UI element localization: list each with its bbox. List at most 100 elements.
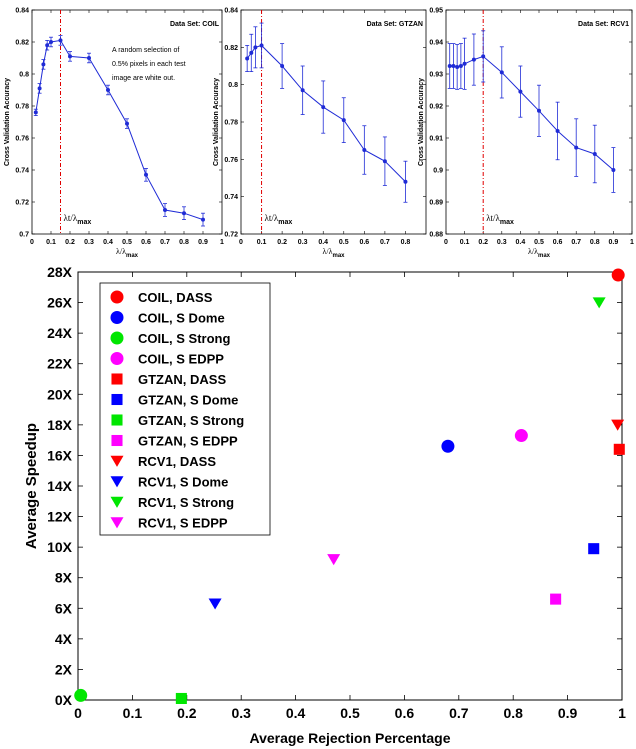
data-point — [49, 40, 53, 44]
x-tick-label: 0.9 — [198, 239, 208, 246]
data-point — [163, 208, 167, 212]
y-axis-label: Cross Validation Accuracy — [4, 78, 11, 166]
scatter-point — [611, 419, 625, 431]
y-tick-label: 0.91 — [429, 136, 443, 143]
data-point — [68, 54, 72, 59]
x-tick-label: 0.4 — [286, 705, 306, 721]
x-tick-label: 0.1 — [257, 239, 267, 246]
data-point — [144, 172, 148, 177]
x-axis-label-sub: max — [126, 253, 139, 259]
x-tick-label: 0.1 — [46, 239, 56, 246]
legend-box — [99, 282, 271, 536]
x-tick-label: 0.7 — [160, 239, 170, 246]
data-point — [592, 152, 597, 156]
y-tick-label: 0.7 — [19, 232, 29, 239]
data-point — [245, 56, 250, 61]
data-point — [455, 64, 460, 69]
legend-label: GTZAN, S Dome — [138, 393, 238, 408]
scatter-point — [613, 443, 625, 455]
scatter-point — [550, 593, 562, 605]
legend-label: GTZAN, DASS — [138, 372, 226, 387]
x-tick-label: 0.7 — [380, 239, 390, 246]
dataset-annotation: Data Set: GTZAN — [367, 21, 423, 28]
x-tick-label: 0 — [444, 239, 448, 246]
legend-marker — [110, 311, 124, 324]
y-tick-label: 0.8 — [228, 82, 238, 89]
y-tick-label: 0.84 — [15, 8, 29, 15]
legend-label: COIL, S Dome — [138, 311, 225, 326]
x-tick-label: 0 — [239, 239, 243, 246]
x-tick-label: 0.5 — [339, 239, 349, 246]
note-line: A random selection of — [112, 47, 179, 54]
x-tick-label: 1 — [630, 239, 634, 246]
x-axis-label: Average Rejection Percentage — [249, 730, 450, 746]
reference-line-label: λt/λmax — [486, 213, 514, 226]
reference-label-main: λt/λ — [265, 213, 279, 223]
data-point — [45, 43, 50, 48]
reference-line-label: λt/λmax — [265, 213, 293, 226]
scatter-point — [175, 692, 187, 704]
data-point — [182, 211, 186, 216]
x-tick-label: 1 — [220, 239, 224, 246]
scatter-point — [74, 688, 88, 702]
y-tick-label: 0.95 — [429, 8, 443, 15]
data-point — [555, 128, 560, 133]
y-tick-label: 0.82 — [15, 40, 29, 47]
data-point — [382, 159, 387, 164]
y-tick-label: 0.93 — [429, 72, 443, 79]
data-point — [518, 89, 523, 94]
y-tick-label: 0.76 — [224, 157, 238, 164]
scatter-point — [327, 554, 341, 566]
x-tick-label: 0.2 — [177, 705, 197, 721]
legend-marker — [110, 290, 124, 304]
data-point — [106, 88, 110, 92]
x-axis-label-main: λ/λ — [528, 247, 538, 256]
y-tick-label: 0.82 — [224, 45, 238, 52]
data-point — [321, 105, 326, 110]
y-axis-label: Cross Validation Accuracy — [418, 78, 425, 166]
x-tick-label: 0.3 — [497, 239, 507, 246]
y-tick-label: 18X — [47, 417, 73, 433]
reference-label-main: λt/λ — [64, 213, 78, 223]
x-tick-label: 0.9 — [609, 239, 619, 246]
x-tick-label: 0.5 — [122, 239, 132, 246]
y-tick-label: 0.72 — [224, 232, 238, 239]
data-point — [41, 62, 46, 67]
y-tick-label: 0.9 — [433, 168, 443, 175]
x-tick-label: 0.6 — [359, 239, 369, 246]
x-tick-label: 0.2 — [478, 239, 488, 246]
y-tick-label: 0.76 — [15, 136, 29, 143]
y-tick-label: 0.89 — [429, 200, 443, 207]
x-tick-label: 0.8 — [503, 705, 523, 721]
x-axis-label-sub: max — [332, 253, 345, 259]
data-point — [125, 121, 129, 126]
data-point — [611, 168, 616, 172]
legend-label: GTZAN, S Strong — [138, 413, 244, 428]
small-chart-2: 0.880.890.90.910.920.930.940.950 0.1 0.2 0.… — [418, 8, 634, 260]
legend-label: RCV1, S EDPP — [138, 516, 228, 531]
data-point — [33, 110, 38, 115]
x-tick-label: 0.2 — [65, 239, 75, 246]
y-tick-label: 0.78 — [15, 104, 29, 111]
scatter-chart: 0X 2X 4X 6X 8X 10X 12X 14X 16X 18X 20X 22X 24X 26X 28X… — [23, 264, 626, 746]
x-tick-label: 1 — [618, 705, 626, 721]
scatter-point — [208, 598, 222, 610]
legend-marker — [110, 352, 124, 365]
x-tick-label: 0 — [74, 705, 82, 721]
x-tick-label: 0.7 — [571, 239, 581, 246]
legend-label: GTZAN, S EDPP — [138, 434, 238, 449]
small-chart-1: 0.72 0.74 0.76 0.78 0.8 0.82 0.84 0 0.1 0.2 0.3 0.4… — [213, 8, 427, 259]
data-point — [259, 43, 264, 48]
y-tick-label: 22X — [47, 356, 73, 372]
data-point — [341, 118, 346, 123]
legend-marker — [110, 331, 124, 345]
x-tick-label: 0.8 — [590, 239, 600, 246]
small-chart-0: 0.7 0.72 0.74 0.76 0.78 0.8 0.82 0.84 0 0.1 0.2 0.3… — [4, 8, 224, 260]
reference-label-main: λt/λ — [486, 213, 500, 223]
legend-marker — [111, 414, 123, 426]
data-point — [403, 179, 408, 184]
y-tick-label: 8X — [55, 570, 73, 586]
y-tick-label: 14X — [47, 478, 73, 494]
y-tick-label: 16X — [47, 447, 73, 463]
x-axis-label: λ/λmax — [116, 247, 139, 259]
